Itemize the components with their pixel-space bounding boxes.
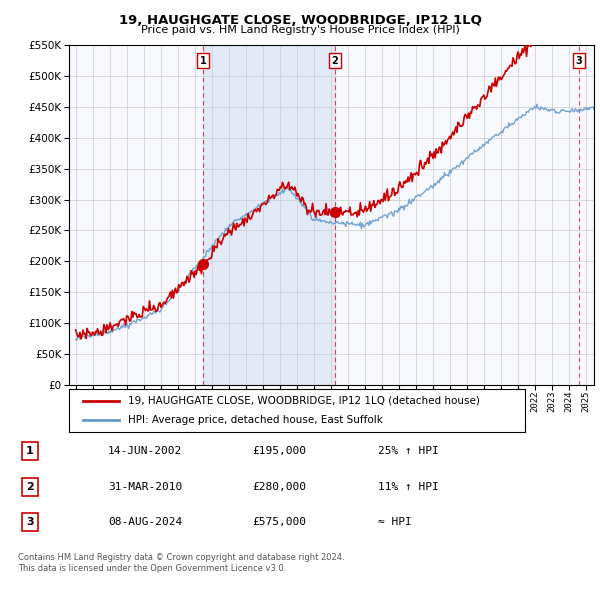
Text: 19, HAUGHGATE CLOSE, WOODBRIDGE, IP12 1LQ: 19, HAUGHGATE CLOSE, WOODBRIDGE, IP12 1L…: [119, 14, 481, 27]
Text: Contains HM Land Registry data © Crown copyright and database right 2024.: Contains HM Land Registry data © Crown c…: [18, 553, 344, 562]
Text: 11% ↑ HPI: 11% ↑ HPI: [378, 482, 439, 491]
Text: £195,000: £195,000: [252, 447, 306, 456]
Text: 08-AUG-2024: 08-AUG-2024: [108, 517, 182, 527]
Text: 25% ↑ HPI: 25% ↑ HPI: [378, 447, 439, 456]
Text: £575,000: £575,000: [252, 517, 306, 527]
Text: HPI: Average price, detached house, East Suffolk: HPI: Average price, detached house, East…: [128, 415, 383, 425]
Text: ≈ HPI: ≈ HPI: [378, 517, 412, 527]
Text: 2: 2: [26, 482, 34, 491]
Text: Price paid vs. HM Land Registry's House Price Index (HPI): Price paid vs. HM Land Registry's House …: [140, 25, 460, 35]
Text: 19, HAUGHGATE CLOSE, WOODBRIDGE, IP12 1LQ (detached house): 19, HAUGHGATE CLOSE, WOODBRIDGE, IP12 1L…: [128, 396, 480, 406]
Text: 3: 3: [26, 517, 34, 527]
Text: 2: 2: [332, 55, 338, 65]
Text: This data is licensed under the Open Government Licence v3.0.: This data is licensed under the Open Gov…: [18, 564, 286, 573]
Text: 31-MAR-2010: 31-MAR-2010: [108, 482, 182, 491]
Text: 1: 1: [26, 447, 34, 456]
Text: £280,000: £280,000: [252, 482, 306, 491]
Bar: [203, 45, 335, 385]
Text: 14-JUN-2002: 14-JUN-2002: [108, 447, 182, 456]
Text: 3: 3: [575, 55, 582, 65]
Text: 1: 1: [200, 55, 206, 65]
